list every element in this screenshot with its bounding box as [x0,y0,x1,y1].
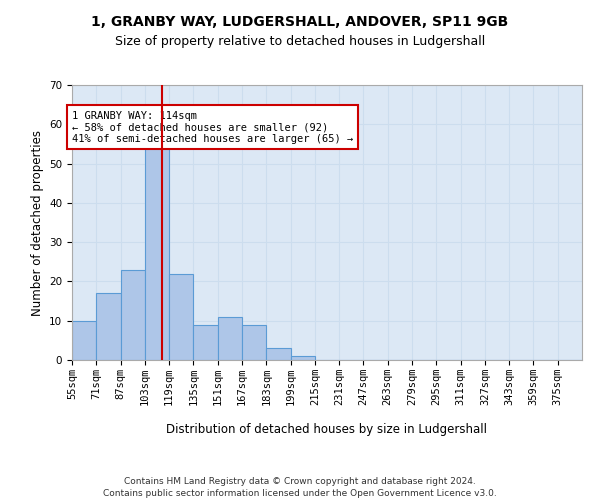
Bar [242,324,266,360]
Text: Contains HM Land Registry data © Crown copyright and database right 2024.: Contains HM Land Registry data © Crown c… [124,478,476,486]
Text: 1, GRANBY WAY, LUDGERSHALL, ANDOVER, SP11 9GB: 1, GRANBY WAY, LUDGERSHALL, ANDOVER, SP1… [91,15,509,29]
Bar [96,293,121,360]
Bar [290,356,315,360]
Text: Contains public sector information licensed under the Open Government Licence v3: Contains public sector information licen… [103,489,497,498]
Bar [145,144,169,360]
Text: Size of property relative to detached houses in Ludgershall: Size of property relative to detached ho… [115,35,485,48]
Bar [218,317,242,360]
Bar [193,324,218,360]
Bar [169,274,193,360]
Y-axis label: Number of detached properties: Number of detached properties [31,130,44,316]
Bar [121,270,145,360]
Text: Distribution of detached houses by size in Ludgershall: Distribution of detached houses by size … [167,422,487,436]
Text: 1 GRANBY WAY: 114sqm
← 58% of detached houses are smaller (92)
41% of semi-detac: 1 GRANBY WAY: 114sqm ← 58% of detached h… [72,110,353,144]
Bar [266,348,290,360]
Bar [72,320,96,360]
